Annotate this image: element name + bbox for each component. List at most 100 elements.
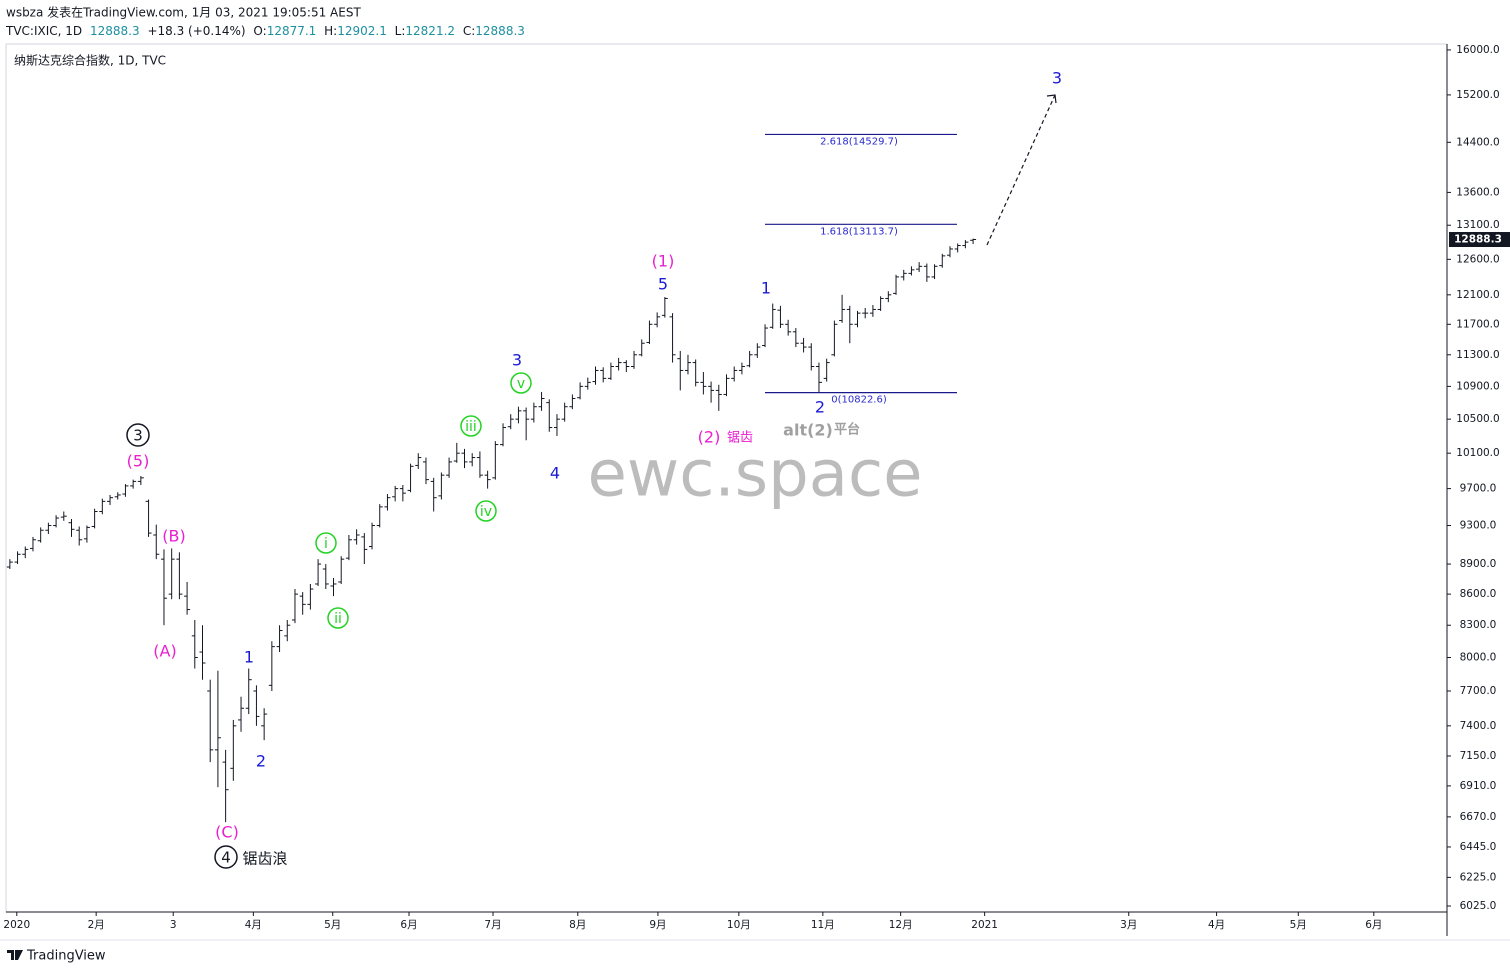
- y-tick-label: 14400.0: [1456, 136, 1499, 148]
- wave-label: 4: [221, 849, 231, 867]
- brand-name: TradingView: [26, 949, 106, 964]
- x-tick-label: 9月: [649, 919, 666, 931]
- projection-arrowhead: [1046, 94, 1057, 104]
- legend-symbol: TVC:IXIC, 1D: [5, 24, 82, 38]
- y-tick-label: 16000.0: [1456, 44, 1499, 56]
- wave-label: iv: [480, 504, 492, 520]
- y-tick-label: 6225.0: [1460, 871, 1497, 883]
- wave-circle: [214, 845, 238, 869]
- x-tick-label: 4月: [245, 919, 262, 931]
- x-tick-label: 4月: [1208, 919, 1225, 931]
- y-tick-label: 11300.0: [1456, 349, 1499, 361]
- y-tick-label: 7150.0: [1460, 750, 1497, 762]
- x-tick-label: 11月: [811, 919, 835, 931]
- x-tick-label: 3月: [1120, 919, 1137, 931]
- wave-label: alt(2): [783, 421, 833, 440]
- y-tick-label: 8900.0: [1460, 558, 1497, 570]
- wave-label: (B): [162, 527, 185, 546]
- wave-label: 2: [815, 398, 825, 417]
- x-tick-label: 5月: [1290, 919, 1307, 931]
- wave-label: 锯齿: [727, 431, 753, 446]
- legend-close: 12888.3: [475, 24, 525, 38]
- x-tick-label: 2月: [88, 919, 105, 931]
- price-bars: [6, 238, 977, 823]
- wave-label: 平台: [834, 422, 860, 438]
- brand-logo: TradingView: [7, 949, 106, 964]
- wave-circle: [126, 423, 150, 447]
- y-tick-label: 8300.0: [1460, 619, 1497, 631]
- legend-last: 12888.3: [90, 24, 140, 38]
- wave-label: (1): [652, 252, 675, 271]
- y-tick-label: 6025.0: [1460, 900, 1497, 912]
- legend: TVC:IXIC, 1D 12888.3 +18.3 (+0.14%) O:12…: [5, 24, 525, 38]
- y-tick-label: 15200.0: [1456, 89, 1499, 101]
- y-tick-label: 13100.0: [1456, 219, 1499, 231]
- fib-label: 2.618(14529.7): [820, 136, 898, 147]
- x-tick-label: 8月: [569, 919, 586, 931]
- legend-high-label: H:: [324, 24, 337, 38]
- watermark: ewc.space: [588, 438, 923, 512]
- x-tick-label: 7月: [484, 919, 501, 931]
- wave-circle: [315, 532, 337, 554]
- wave-label: 5: [658, 275, 668, 294]
- wave-label: 2: [256, 752, 266, 771]
- wave-label: 4: [550, 464, 560, 483]
- wave-label: 3: [133, 427, 143, 445]
- logo-icon: [7, 950, 23, 960]
- y-tick-label: 12100.0: [1456, 289, 1499, 301]
- legend-close-label: C:: [463, 24, 475, 38]
- wave-label: 锯齿浪: [242, 850, 287, 868]
- x-tick-label: 2021: [971, 919, 998, 931]
- y-tick-label: 11700.0: [1456, 318, 1499, 330]
- wave-label: (A): [153, 642, 176, 661]
- wave-circle: [460, 415, 482, 437]
- wave-label: ii: [334, 611, 342, 627]
- wave-circle: [475, 500, 497, 522]
- y-tick-label: 10500.0: [1456, 413, 1499, 425]
- wave-label: (C): [215, 823, 239, 842]
- chart-title: 纳斯达克综合指数, 1D, TVC: [14, 53, 166, 68]
- x-tick-label: 3: [170, 919, 177, 931]
- x-tick-label: 2020: [3, 919, 30, 931]
- last-price-label: 12888.3: [1454, 234, 1502, 246]
- x-tick-label: 12月: [889, 919, 913, 931]
- wave-label: i: [324, 536, 328, 552]
- x-tick-label: 10月: [727, 919, 751, 931]
- wave-circle: [510, 372, 532, 394]
- y-tick-label: 8600.0: [1460, 588, 1497, 600]
- x-tick-label: 6月: [1365, 919, 1382, 931]
- wave-label: 1: [761, 279, 771, 298]
- wave-label: iii: [465, 419, 477, 435]
- wave-label: (5): [127, 452, 150, 471]
- y-tick-label: 6670.0: [1460, 811, 1497, 823]
- legend-open-label: O:: [253, 24, 266, 38]
- x-tick-label: 5月: [324, 919, 341, 931]
- x-tick-label: 6月: [400, 919, 417, 931]
- legend-change: +18.3 (+0.14%): [147, 24, 245, 38]
- y-tick-label: 9700.0: [1460, 483, 1497, 495]
- y-tick-label: 7400.0: [1460, 720, 1497, 732]
- wave-label: (2): [698, 428, 721, 447]
- legend-open: 12877.1: [267, 24, 317, 38]
- y-tick-label: 10900.0: [1456, 380, 1499, 392]
- y-tick-label: 13600.0: [1456, 186, 1499, 198]
- legend-low: 12821.2: [405, 24, 455, 38]
- legend-high: 12902.1: [337, 24, 387, 38]
- fib-label: 0(10822.6): [831, 395, 887, 406]
- wave-label: 3: [1052, 69, 1062, 88]
- legend-low-label: L:: [395, 24, 406, 38]
- y-tick-label: 10100.0: [1456, 447, 1499, 459]
- last-price-box: [1449, 232, 1510, 248]
- y-tick-label: 9300.0: [1460, 520, 1497, 532]
- wave-circle: [327, 607, 349, 629]
- wave-label: 1: [244, 648, 254, 667]
- author-line: wsbza 发表在TradingView.com, 1月 03, 2021 19…: [6, 5, 361, 20]
- y-tick-label: 8000.0: [1460, 652, 1497, 664]
- fib-label: 1.618(13113.7): [820, 226, 898, 237]
- wave-label: 3: [512, 351, 522, 370]
- y-tick-label: 6445.0: [1460, 841, 1497, 853]
- wave-label: v: [517, 376, 525, 392]
- y-tick-label: 7700.0: [1460, 685, 1497, 697]
